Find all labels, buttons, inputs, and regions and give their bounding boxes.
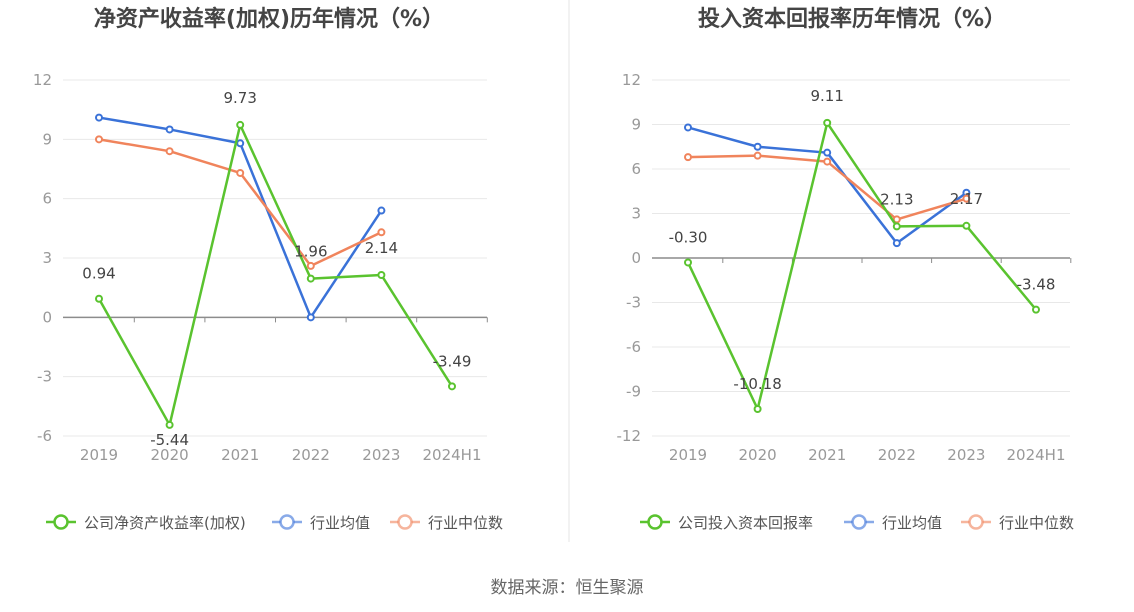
y-tick-label: 6 — [42, 190, 52, 208]
legend-marker — [647, 514, 663, 530]
series-line — [97, 123, 454, 427]
y-tick-label: -3 — [626, 294, 641, 312]
legend-label: 公司净资产收益率(加权) — [84, 514, 246, 532]
data-point — [962, 221, 971, 230]
x-tick-label: 2021 — [221, 446, 259, 464]
data-point — [377, 206, 386, 215]
data-point — [753, 142, 762, 151]
data-point — [448, 382, 456, 391]
data-source: 数据来源：恒生聚源 — [491, 578, 644, 598]
roic-chart: 投入资本回报率历年情况（%） 12 9 6 3 0 -3 -6 -9 -12 2019 2020 202… — [617, 6, 1075, 532]
legend-marker — [397, 514, 413, 530]
data-point — [236, 168, 245, 177]
y-tick-label: 6 — [631, 160, 641, 178]
y-tick-label: 0 — [42, 308, 52, 326]
data-point — [823, 157, 832, 166]
legend-marker — [53, 514, 69, 530]
chart-title: 投入资本回报率历年情况（%） — [698, 6, 1006, 32]
data-point — [306, 313, 315, 322]
y-tick-label: 3 — [42, 249, 52, 267]
data-label: 2.13 — [880, 190, 913, 208]
x-tick-label: 2019 — [669, 446, 707, 464]
data-point — [377, 228, 386, 237]
data-point — [165, 147, 174, 156]
data-point — [236, 120, 245, 129]
x-tick-label: 2020 — [739, 446, 777, 464]
data-point — [95, 294, 103, 303]
data-point — [1032, 305, 1040, 314]
x-tick-label: 2024H1 — [423, 446, 482, 464]
data-point — [962, 194, 971, 203]
data-label: 9.11 — [810, 87, 843, 105]
data-point — [306, 274, 315, 283]
roe-chart: 净资产收益率(加权)历年情况（%） 12 9 6 3 0 -3 -6 2019 2020 2021 2… — [33, 6, 503, 532]
x-tick-label: 2022 — [292, 446, 330, 464]
y-tick-label: -6 — [626, 338, 641, 356]
data-point — [377, 271, 386, 280]
y-tick-label: -12 — [617, 427, 642, 445]
x-tick-label: 2020 — [151, 446, 189, 464]
y-tick-label: 3 — [631, 205, 641, 223]
data-point — [684, 153, 692, 162]
data-point — [753, 151, 762, 160]
x-tick-label: 2021 — [808, 446, 846, 464]
data-label: 2.17 — [950, 190, 983, 208]
legend-marker — [851, 514, 867, 530]
legend-marker — [279, 514, 295, 530]
data-point — [165, 125, 174, 134]
x-tick-label: 2019 — [80, 446, 118, 464]
legend-label: 公司投入资本回报率 — [678, 514, 813, 532]
chart-title: 净资产收益率(加权)历年情况（%） — [94, 6, 444, 32]
series-line — [98, 138, 382, 268]
x-tick-label: 2022 — [878, 446, 916, 464]
y-tick-label: -6 — [37, 427, 52, 445]
y-tick-label: 0 — [631, 249, 641, 267]
data-point — [823, 148, 832, 157]
data-label: 9.73 — [223, 89, 256, 107]
data-point — [95, 135, 103, 144]
legend-label: 行业均值 — [882, 514, 942, 532]
data-label: 0.94 — [82, 265, 115, 283]
data-point — [892, 222, 901, 231]
data-label: 2.14 — [365, 239, 398, 257]
data-point — [823, 118, 832, 127]
y-tick-label: 12 — [622, 71, 641, 89]
data-label: 1.96 — [294, 243, 327, 261]
x-tick-label: 2023 — [947, 446, 985, 464]
y-tick-label: 12 — [33, 71, 52, 89]
legend-label: 行业中位数 — [428, 514, 503, 532]
data-point — [753, 405, 762, 414]
data-point — [684, 123, 692, 132]
data-point — [165, 420, 174, 429]
series-line — [686, 121, 1037, 411]
data-label: -10.18 — [733, 375, 781, 393]
data-label: -3.48 — [1017, 276, 1056, 294]
data-point — [684, 258, 692, 267]
x-tick-label: 2023 — [362, 446, 400, 464]
data-point — [892, 239, 901, 248]
y-tick-label: 9 — [42, 130, 52, 148]
legend-label: 行业均值 — [310, 514, 370, 532]
x-tick-label: 2024H1 — [1007, 446, 1066, 464]
data-point — [306, 261, 315, 270]
legend-label: 行业中位数 — [999, 514, 1074, 532]
data-label: -0.30 — [669, 228, 708, 246]
data-label: -5.44 — [150, 431, 189, 449]
y-tick-label: 9 — [631, 116, 641, 134]
y-tick-label: -3 — [37, 368, 52, 386]
data-point — [236, 139, 245, 148]
legend-marker — [968, 514, 984, 530]
y-tick-label: -9 — [626, 383, 641, 401]
data-point — [95, 113, 103, 122]
data-label: -3.49 — [433, 352, 472, 370]
